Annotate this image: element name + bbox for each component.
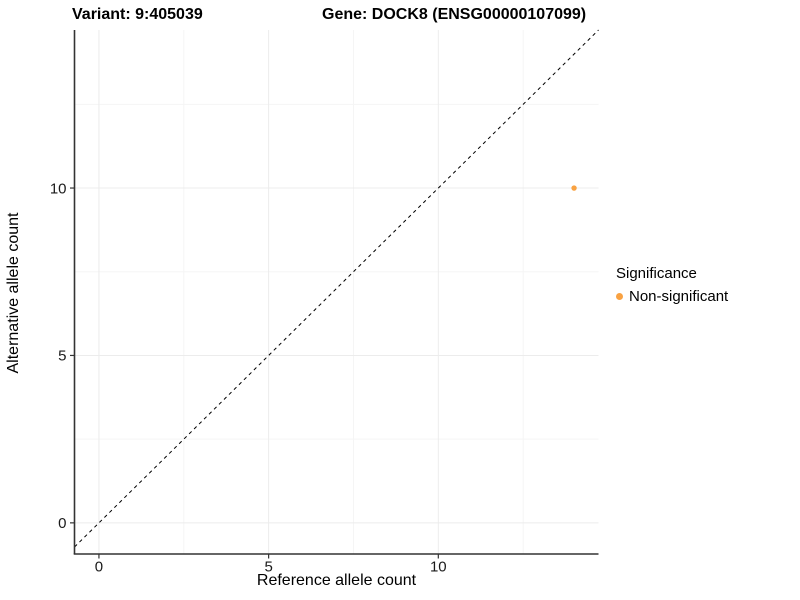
y-tick-label: 5	[58, 348, 66, 365]
x-tick-label: 5	[264, 559, 272, 576]
y-tick-label: 0	[58, 515, 66, 532]
x-axis-title: Reference allele count	[256, 572, 417, 589]
y-axis-title: Alternative allele count	[5, 212, 22, 374]
identity-dashed-line	[74, 29, 599, 548]
x-tick-label: 10	[430, 559, 447, 576]
legend-item-label: Non-significant	[629, 288, 729, 305]
gene-title: Gene: DOCK8 (ENSG00000107099)	[322, 6, 587, 23]
legend: Significance Non-significant	[616, 265, 728, 305]
legend-item: Non-significant	[616, 288, 728, 305]
data-point	[571, 185, 577, 191]
x-tick-label: 0	[95, 559, 103, 576]
legend-items: Non-significant	[616, 288, 728, 305]
variant-title: Variant: 9:405039	[72, 6, 203, 23]
legend-key-dot-icon	[616, 293, 623, 300]
legend-title: Significance	[616, 265, 697, 282]
y-tick-label: 10	[50, 180, 67, 197]
